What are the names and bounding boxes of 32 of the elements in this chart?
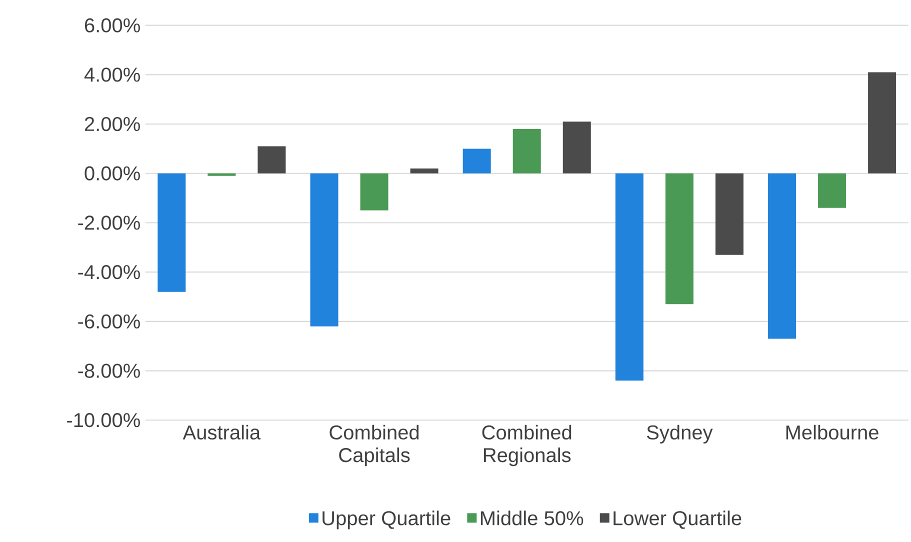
y-tick-label: -10.00% <box>67 413 140 428</box>
bar <box>512 129 541 174</box>
bar <box>360 174 388 211</box>
bar <box>615 174 644 381</box>
bar <box>258 146 286 174</box>
x-tick-label: Australia <box>182 425 261 440</box>
bar <box>665 174 694 304</box>
y-tick-label: -6.00% <box>78 314 140 329</box>
y-tick-label: -8.00% <box>78 364 140 378</box>
bar <box>208 174 236 176</box>
bar <box>715 174 744 256</box>
bar <box>310 174 338 327</box>
bar <box>768 174 796 339</box>
bar <box>410 168 438 174</box>
y-tick-label: 0.00% <box>84 166 140 181</box>
bar <box>868 72 896 174</box>
bar <box>462 148 491 174</box>
legend-label: Middle 50% <box>480 510 584 526</box>
y-tick-label: 6.00% <box>84 18 140 33</box>
legend-label: Lower Quartile <box>614 510 742 530</box>
bar <box>562 122 591 174</box>
x-tick-label: Melbourne <box>786 425 878 440</box>
y-tick-label: 2.00% <box>84 117 140 132</box>
bar <box>158 174 186 292</box>
y-tick-label: 4.00% <box>84 68 140 82</box>
y-tick-label: -4.00% <box>78 265 140 280</box>
x-tick-label: Combined Capitals <box>330 425 419 466</box>
legend-label: Upper Quartile <box>322 510 450 530</box>
bar <box>818 174 846 208</box>
y-tick-label: -2.00% <box>78 216 140 230</box>
x-tick-label: Sydney <box>646 425 713 444</box>
x-tick-label: Combined Regionals <box>482 425 572 466</box>
